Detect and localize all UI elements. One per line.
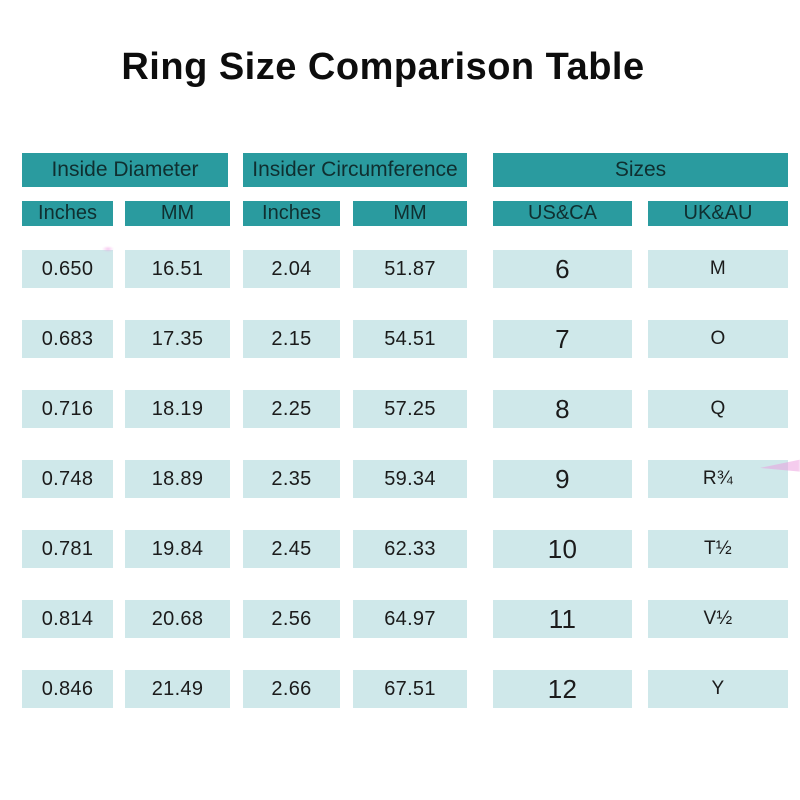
cell-size-us-ca: 8	[493, 390, 632, 428]
column-header-diameter-inches: Inches	[22, 201, 113, 226]
cell-circumference-mm: 67.51	[353, 670, 467, 708]
cell-diameter-inches: 0.814	[22, 600, 113, 638]
cell-circumference-mm: 54.51	[353, 320, 467, 358]
cell-diameter-inches: 0.650	[22, 250, 113, 288]
column-header-circumference-inches: Inches	[243, 201, 340, 226]
cell-size-uk-au: T½	[648, 530, 788, 568]
cell-diameter-inches: 0.716	[22, 390, 113, 428]
table-row: 0.814 20.68 2.56 64.97 11 V½	[22, 600, 788, 638]
cell-size-us-ca: 12	[493, 670, 632, 708]
column-header-uk-au: UK&AU	[648, 201, 788, 226]
table-row: 0.683 17.35 2.15 54.51 7 O	[22, 320, 788, 358]
cell-size-uk-au: Y	[648, 670, 788, 708]
cell-diameter-inches: 0.748	[22, 460, 113, 498]
cell-diameter-inches: 0.781	[22, 530, 113, 568]
cell-circumference-inches: 2.56	[243, 600, 340, 638]
cell-diameter-mm: 18.89	[125, 460, 230, 498]
group-header-row: Inside Diameter Insider Circumference Si…	[22, 153, 788, 187]
cell-circumference-inches: 2.45	[243, 530, 340, 568]
cell-diameter-mm: 17.35	[125, 320, 230, 358]
cell-size-uk-au: M	[648, 250, 788, 288]
ring-size-table: Inside Diameter Insider Circumference Si…	[22, 153, 788, 740]
column-header-circumference-mm: MM	[353, 201, 467, 226]
cell-circumference-inches: 2.04	[243, 250, 340, 288]
page-title: Ring Size Comparison Table	[121, 46, 645, 88]
cell-diameter-inches: 0.846	[22, 670, 113, 708]
cell-circumference-mm: 64.97	[353, 600, 467, 638]
cell-diameter-mm: 16.51	[125, 250, 230, 288]
cell-size-us-ca: 9	[493, 460, 632, 498]
cell-diameter-mm: 20.68	[125, 600, 230, 638]
cell-size-uk-au: R¾	[648, 460, 788, 498]
group-header-inside-diameter: Inside Diameter	[22, 153, 228, 187]
table-row: 0.716 18.19 2.25 57.25 8 Q	[22, 390, 788, 428]
table-row: 0.846 21.49 2.66 67.51 12 Y	[22, 670, 788, 708]
column-header-us-ca: US&CA	[493, 201, 632, 226]
group-header-insider-circumference: Insider Circumference	[243, 153, 467, 187]
table-row: 0.781 19.84 2.45 62.33 10 T½	[22, 530, 788, 568]
group-header-sizes: Sizes	[493, 153, 788, 187]
column-header-row: Inches MM Inches MM US&CA UK&AU	[22, 201, 788, 226]
column-header-diameter-mm: MM	[125, 201, 230, 226]
cell-size-us-ca: 6	[493, 250, 632, 288]
cell-size-uk-au: Q	[648, 390, 788, 428]
cell-size-uk-au: O	[648, 320, 788, 358]
cell-size-us-ca: 7	[493, 320, 632, 358]
cell-circumference-mm: 59.34	[353, 460, 467, 498]
cell-circumference-inches: 2.25	[243, 390, 340, 428]
cell-circumference-mm: 51.87	[353, 250, 467, 288]
cell-circumference-mm: 62.33	[353, 530, 467, 568]
cell-circumference-inches: 2.66	[243, 670, 340, 708]
cell-size-uk-au: V½	[648, 600, 788, 638]
cell-size-us-ca: 10	[493, 530, 632, 568]
cell-circumference-inches: 2.35	[243, 460, 340, 498]
cell-circumference-mm: 57.25	[353, 390, 467, 428]
cell-diameter-mm: 19.84	[125, 530, 230, 568]
cell-diameter-mm: 21.49	[125, 670, 230, 708]
table-row: 0.650 16.51 2.04 51.87 6 M	[22, 250, 788, 288]
cell-circumference-inches: 2.15	[243, 320, 340, 358]
cell-size-us-ca: 11	[493, 600, 632, 638]
table-row: 0.748 18.89 2.35 59.34 9 R¾	[22, 460, 788, 498]
cell-diameter-mm: 18.19	[125, 390, 230, 428]
cell-diameter-inches: 0.683	[22, 320, 113, 358]
